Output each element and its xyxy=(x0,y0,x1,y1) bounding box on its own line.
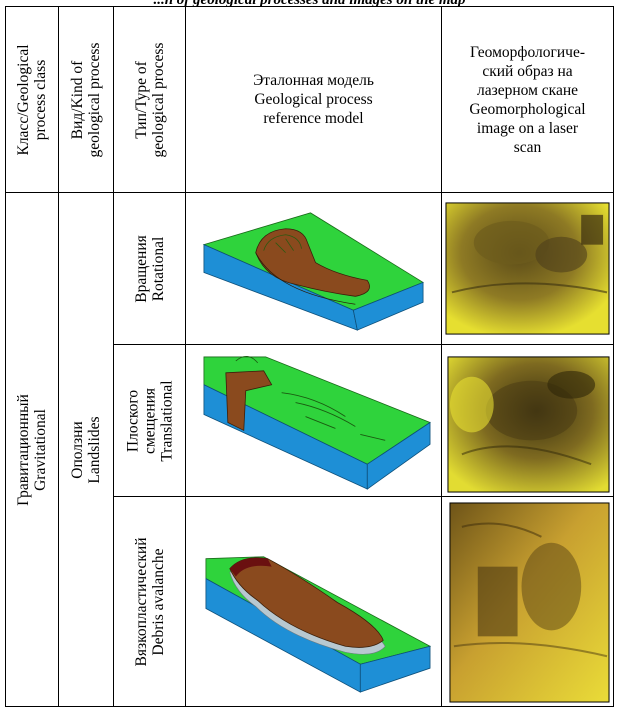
rotational-laser-scan-icon xyxy=(443,194,613,344)
header-class: Класс/Geological process class xyxy=(5,6,59,193)
type-cell-translational: Плоского смещения Translational xyxy=(113,344,186,497)
header-row: Класс/Geological process class Вид/Kind o… xyxy=(5,6,614,193)
debris-laser-scan-icon xyxy=(443,498,613,706)
translational-landslide-model-icon xyxy=(187,346,441,496)
type-cell-debris: Вязкопластический Debris avalanche xyxy=(113,496,186,707)
header-model: Эталонная модель Geological process refere… xyxy=(185,6,442,193)
model-cell-debris xyxy=(185,496,442,707)
header-type: Тип/Type of geological process xyxy=(113,6,186,193)
model-cell-translational xyxy=(185,344,442,497)
table-caption: ...n of geological processes and images … xyxy=(153,0,466,8)
kind-cell: Оползни Landslides xyxy=(58,192,114,707)
model-cell-rotational xyxy=(185,192,442,345)
geological-process-table: Класс/Geological process class Вид/Kind o… xyxy=(5,6,614,707)
table-row: Плоского смещения Translational xyxy=(6,344,614,497)
scan-cell-rotational xyxy=(441,192,614,345)
table-row: Гравитационный Gravitational Оползни Lands… xyxy=(5,192,614,707)
header-image: Геоморфологиче-ский образ на лазерном ска… xyxy=(441,6,614,193)
table-row: Вязкопластический Debris avalanche xyxy=(6,496,614,707)
scan-cell-translational xyxy=(441,344,614,497)
rotational-landslide-model-icon xyxy=(187,194,441,344)
debris-avalanche-model-icon xyxy=(187,498,441,706)
header-kind: Вид/Kind of geological process xyxy=(58,6,114,193)
type-cell-rotational: Вращения Rotational xyxy=(113,192,186,345)
scan-cell-debris xyxy=(441,496,614,707)
class-cell: Гравитационный Gravitational xyxy=(5,192,59,707)
translational-laser-scan-icon xyxy=(443,346,613,496)
